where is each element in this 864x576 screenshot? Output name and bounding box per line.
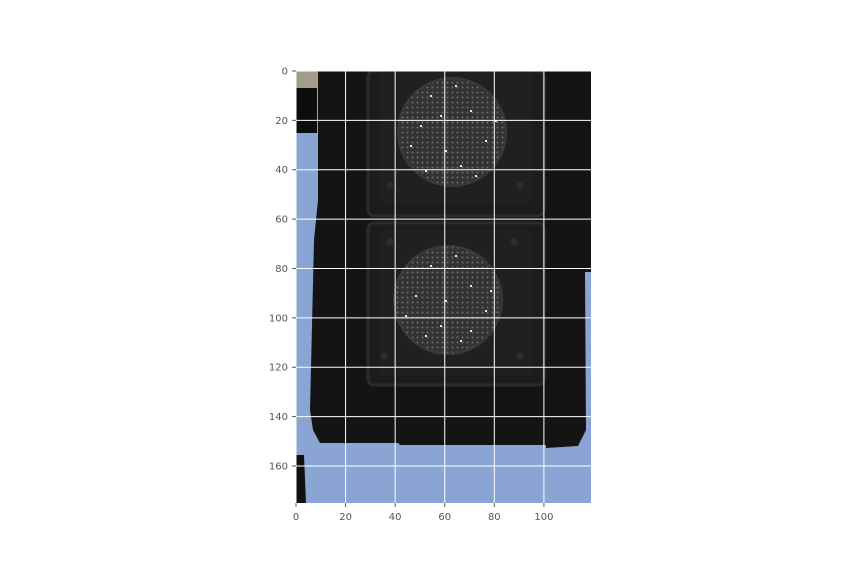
x-tick-label: 0 — [293, 512, 299, 523]
x-tick-label: 60 — [438, 512, 451, 523]
pole-fragment-light — [296, 71, 317, 88]
lamp-sparkles — [405, 85, 497, 342]
y-tick-label: 80 — [275, 264, 288, 275]
y-axis: 0 20 40 60 80 100 120 140 160 — [269, 67, 296, 472]
x-tick-label: 100 — [534, 512, 553, 523]
y-tick-label: 140 — [269, 412, 288, 423]
upper-lamp — [398, 78, 506, 186]
y-tick-label: 40 — [275, 165, 288, 176]
y-tick-label: 0 — [282, 67, 288, 78]
y-tick-label: 60 — [275, 215, 288, 226]
x-tick-label: 80 — [488, 512, 501, 523]
grid-lines — [295, 70, 591, 503]
lower-lamp — [394, 246, 502, 354]
y-tick-label: 20 — [275, 116, 288, 127]
x-axis: 0 20 40 60 80 100 — [293, 503, 553, 523]
x-tick-label: 40 — [389, 512, 402, 523]
traffic-light-image — [296, 71, 591, 503]
pole-fragment-dark — [296, 88, 317, 133]
y-tick-label: 120 — [269, 363, 288, 374]
y-tick-label: 160 — [269, 461, 288, 472]
pole-bottom — [296, 455, 306, 503]
x-tick-label: 20 — [339, 512, 352, 523]
y-tick-label: 100 — [269, 313, 288, 324]
